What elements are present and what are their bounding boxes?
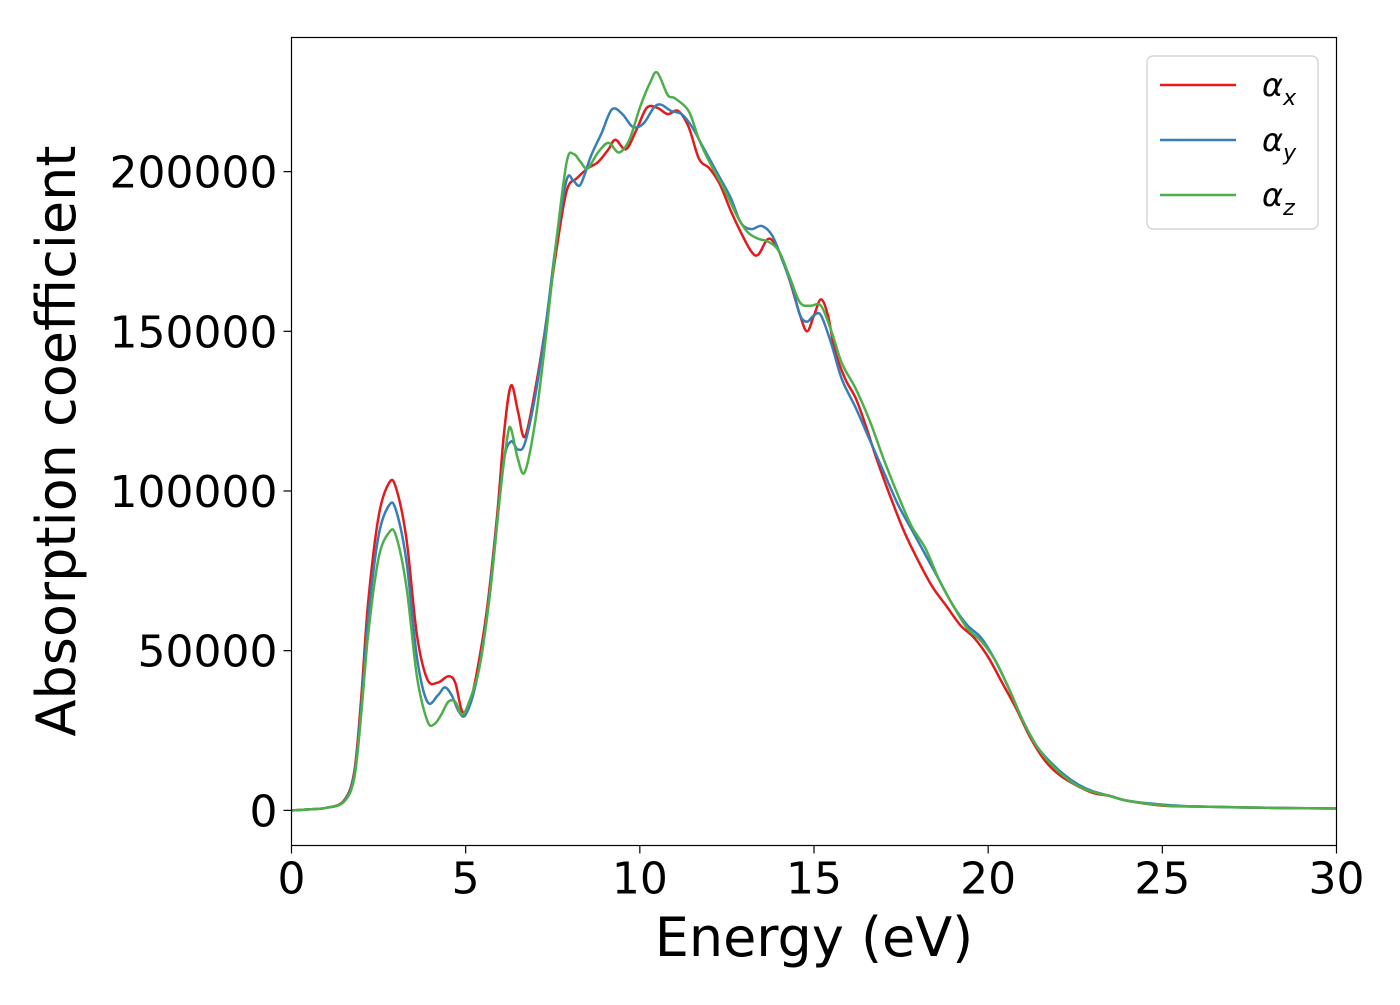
y-tick-label: 50000	[138, 627, 278, 678]
x-tick-label: 30	[1309, 854, 1365, 905]
y-tick-label: 200000	[110, 148, 278, 199]
x-axis-title: Energy (eV)	[655, 906, 974, 969]
x-tick-label: 25	[1134, 854, 1190, 905]
x-tick-label: 20	[960, 854, 1016, 905]
legend-frame	[1146, 55, 1319, 230]
x-tick-label: 10	[612, 854, 668, 905]
legend-label-alpha-y: αy	[1262, 121, 1297, 166]
series-line-alpha-z	[291, 70, 1337, 812]
series-layer	[291, 70, 1337, 812]
x-tick-label: 0	[278, 854, 306, 905]
legend-label-alpha-x: αx	[1262, 66, 1297, 111]
y-axis: 0 50000 100000 150000 200000	[110, 148, 292, 837]
y-tick-label: 100000	[110, 467, 278, 518]
x-tick-label: 5	[452, 854, 480, 905]
x-tick-label: 15	[786, 854, 842, 905]
y-tick-label: 150000	[110, 307, 278, 358]
x-axis: 0 5 10 15 20 25 30	[278, 845, 1365, 905]
y-tick-label: 0	[250, 786, 278, 837]
series-line-alpha-x	[291, 104, 1337, 812]
y-axis-title: Absorption coefficient	[25, 146, 88, 737]
